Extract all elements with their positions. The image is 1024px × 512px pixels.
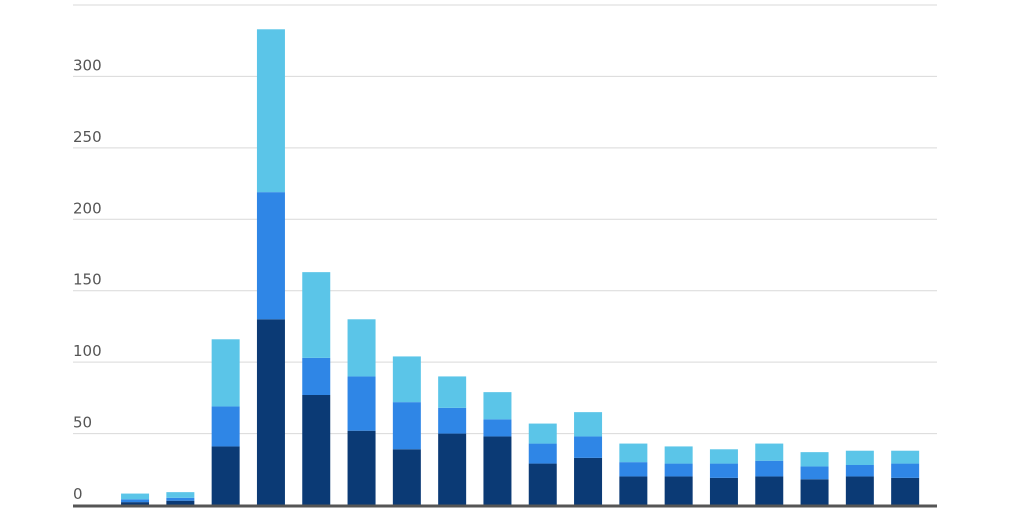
y-tick-label: 300 [73, 56, 102, 74]
bar-segment [483, 392, 512, 420]
bar-segment [891, 463, 920, 478]
bar-segment [166, 497, 195, 501]
bar-segment [302, 272, 331, 358]
bar-segment [664, 446, 693, 464]
bar-segment [574, 412, 603, 437]
bar-segment [166, 500, 195, 505]
bar-segment [438, 407, 467, 434]
bar-segment [392, 356, 421, 403]
bar-segment [800, 466, 829, 480]
y-tick-label: 50 [73, 414, 92, 432]
bar-segment [845, 450, 874, 465]
bar-segment [347, 430, 376, 505]
bar-segment [619, 443, 648, 463]
bar-segment [256, 192, 285, 320]
bar-segment [528, 443, 557, 464]
bar-segment [483, 436, 512, 505]
bar-segment [845, 476, 874, 505]
bar-segment [256, 319, 285, 505]
bar-segment [483, 419, 512, 437]
bar-segment [755, 460, 784, 477]
bar-segment [256, 29, 285, 193]
bar-segment [211, 406, 240, 447]
y-tick-label: 350 [73, 0, 102, 3]
bar-segment [438, 433, 467, 505]
bar-segment [709, 449, 738, 464]
bar-segment [166, 492, 195, 498]
bar-segment [211, 446, 240, 505]
y-tick-label: 100 [73, 342, 102, 360]
bar-segment [392, 402, 421, 450]
bar-segment [121, 502, 150, 505]
bar-segment [891, 450, 920, 464]
bar-segment [302, 357, 331, 395]
bar-segment [528, 463, 557, 505]
bar-segment [574, 436, 603, 458]
y-tick-label: 0 [73, 485, 83, 503]
bar-segment [619, 476, 648, 505]
bar-segment [121, 499, 150, 503]
bar-segment [845, 465, 874, 477]
bar-segment [755, 443, 784, 461]
bar-segment [891, 477, 920, 505]
bar-segment [438, 376, 467, 408]
bar-segment [121, 493, 150, 500]
bar-segment [574, 457, 603, 505]
bar-segment [619, 462, 648, 477]
y-tick-label: 150 [73, 271, 102, 289]
y-tick-label: 250 [73, 128, 102, 146]
bar-segment [800, 452, 829, 467]
bar-segment [664, 476, 693, 505]
bar-segment [347, 319, 376, 377]
bar-segment [211, 339, 240, 407]
bar-segment [800, 479, 829, 505]
bar-segment [528, 423, 557, 444]
bar-segment [347, 376, 376, 431]
bar-segment [755, 476, 784, 505]
bar-segment [709, 463, 738, 478]
bar-segment [709, 477, 738, 505]
bar-segment [664, 463, 693, 477]
bar-segment [392, 449, 421, 505]
y-tick-label: 200 [73, 199, 102, 217]
bar-segment [302, 395, 331, 505]
